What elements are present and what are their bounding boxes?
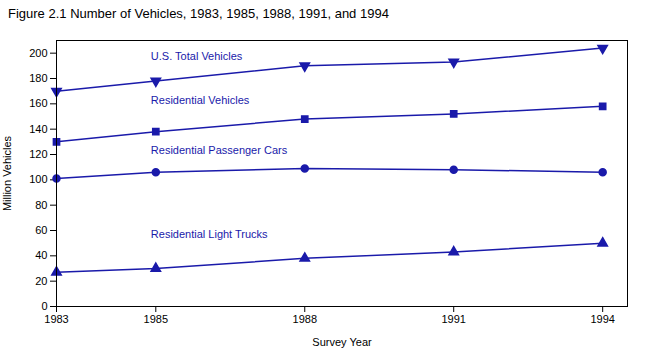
svg-text:0: 0 xyxy=(41,300,47,312)
svg-text:120: 120 xyxy=(29,148,47,160)
svg-text:Residential Light Trucks: Residential Light Trucks xyxy=(151,228,268,240)
svg-text:1991: 1991 xyxy=(441,313,465,325)
svg-text:1988: 1988 xyxy=(293,313,317,325)
svg-text:Million Vehicles: Million Vehicles xyxy=(1,135,13,211)
svg-text:160: 160 xyxy=(29,97,47,109)
svg-text:U.S. Total Vehicles: U.S. Total Vehicles xyxy=(151,50,243,62)
svg-text:60: 60 xyxy=(35,224,47,236)
svg-text:Residential Vehicles: Residential Vehicles xyxy=(151,94,250,106)
svg-text:1994: 1994 xyxy=(590,313,614,325)
svg-text:40: 40 xyxy=(35,249,47,261)
svg-text:200: 200 xyxy=(29,47,47,59)
svg-text:Residential Passenger Cars: Residential Passenger Cars xyxy=(151,144,288,156)
svg-text:1985: 1985 xyxy=(144,313,168,325)
svg-text:140: 140 xyxy=(29,123,47,135)
svg-text:180: 180 xyxy=(29,72,47,84)
svg-text:100: 100 xyxy=(29,173,47,185)
svg-text:80: 80 xyxy=(35,199,47,211)
svg-text:Survey Year: Survey Year xyxy=(312,336,372,348)
svg-text:1983: 1983 xyxy=(44,313,68,325)
svg-text:20: 20 xyxy=(35,275,47,287)
html-text:Figure 2.1 Number of Vehicles,: Figure 2.1 Number of Vehicles, 1983, 198… xyxy=(8,6,389,21)
